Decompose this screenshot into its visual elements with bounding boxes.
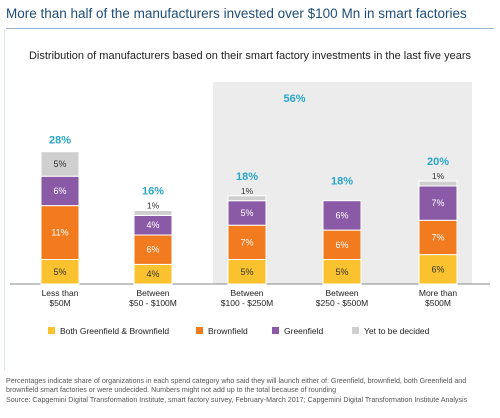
bar-segment: [418, 185, 458, 221]
legend-label: Brownfield: [208, 326, 248, 336]
data-label: 7%: [240, 237, 253, 247]
bar-segment: [322, 229, 362, 261]
bar-segment: [227, 195, 267, 202]
data-label: 6%: [431, 264, 444, 274]
x-tick-label: $50M: [49, 298, 70, 308]
x-tick-label: $50 - $100M: [129, 298, 177, 308]
x-tick-label: Between: [230, 288, 263, 298]
bar-segment: [40, 259, 80, 285]
title-divider: [6, 28, 494, 29]
total-label: 20%: [427, 156, 449, 168]
bar-segment: [418, 254, 458, 285]
bar-segment: [133, 234, 173, 265]
bar-segment: [133, 210, 173, 216]
legend-swatch: [272, 327, 279, 334]
data-label: 4%: [146, 269, 159, 279]
data-label: 11%: [51, 228, 68, 238]
x-tick-label: $500M: [425, 298, 451, 308]
data-label: 1%: [241, 186, 254, 196]
legend-label: Yet to be decided: [364, 326, 430, 336]
footnotes: Percentages indicate share of organizati…: [6, 377, 494, 405]
data-label: 1%: [147, 201, 160, 211]
data-label: 6%: [335, 210, 348, 220]
legend-label: Greenfield: [284, 326, 323, 336]
total-label: 16%: [142, 186, 164, 198]
bar-segment: [227, 200, 267, 226]
page-title: More than half of the manufacturers inve…: [6, 6, 467, 21]
legend-swatch: [48, 327, 55, 334]
x-tick-label: Between: [136, 288, 169, 298]
bar-segment: [227, 224, 267, 260]
bar-segment: [322, 259, 362, 285]
legend-label: Both Greenfield & Brownfield: [60, 326, 169, 336]
chart-frame: [4, 30, 495, 370]
bar-segment: [322, 200, 362, 231]
footnote-text: Percentages indicate share of organizati…: [6, 377, 467, 395]
data-label: 4%: [146, 220, 159, 230]
data-label: 6%: [335, 240, 348, 250]
legend-swatch: [196, 327, 203, 334]
bar-segment: [227, 259, 267, 285]
x-tick-label: More than: [419, 288, 458, 298]
data-label: 6%: [146, 245, 159, 255]
bar-segment: [40, 151, 80, 177]
x-tick-label: $100 - $250M: [221, 298, 273, 308]
data-label: 5%: [53, 159, 66, 169]
bar-segment: [40, 205, 80, 261]
source-text: Source: Capgemini Digital Transformation…: [6, 395, 468, 404]
data-label: 1%: [432, 171, 445, 181]
x-tick-label: Less than: [42, 288, 79, 298]
data-label: 7%: [431, 232, 444, 242]
legend-swatch: [352, 327, 359, 334]
data-label: 6%: [53, 186, 66, 196]
data-label: 5%: [335, 267, 348, 277]
data-label: 5%: [53, 267, 66, 277]
data-label: 5%: [240, 208, 253, 218]
x-tick-label: Between: [325, 288, 358, 298]
data-label: 5%: [240, 267, 253, 277]
stacked-bar-chart: 5% 11% 6% 5% 28% Less than$50M 4% 6% 4% 1% 16% Betw…: [10, 82, 490, 336]
bar-segment: [40, 175, 80, 207]
group-total-label: 56%: [283, 93, 305, 105]
x-tick-label: $250 - $500M: [316, 298, 368, 308]
bar-segment: [418, 180, 458, 187]
total-label: 28%: [49, 135, 71, 147]
total-label: 18%: [236, 171, 258, 183]
bar-segment: [418, 219, 458, 256]
total-label: 18%: [331, 176, 353, 188]
data-label: 7%: [431, 198, 444, 208]
chart-title: Distribution of manufacturers based on t…: [28, 50, 472, 62]
